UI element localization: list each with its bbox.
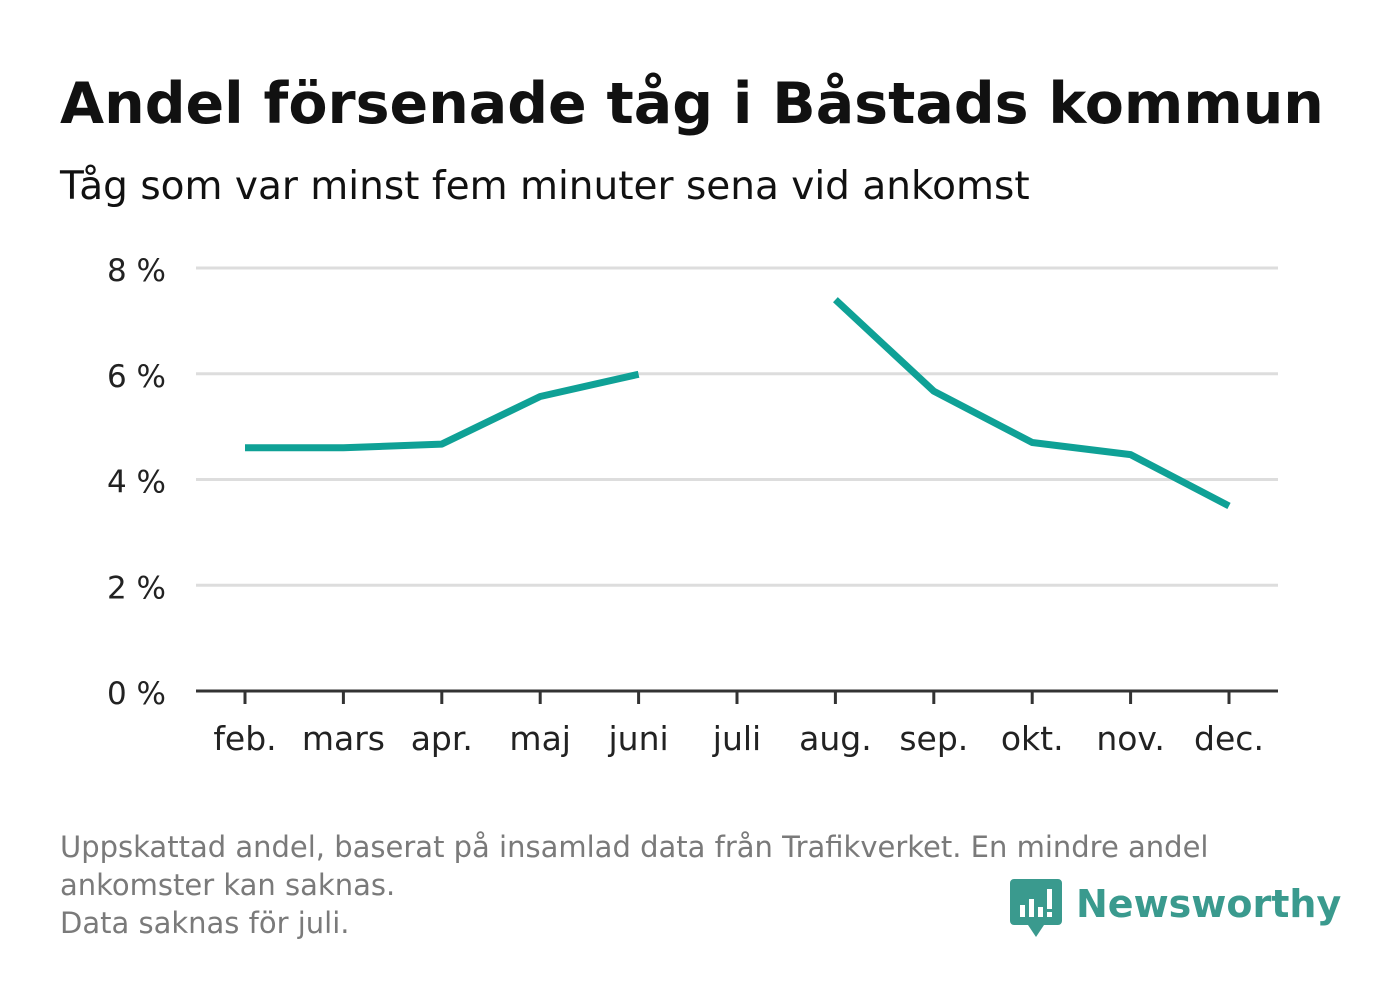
footnote-line-3: Data saknas för juli. (60, 906, 350, 940)
series-line (833, 297, 1231, 510)
y-tick-label: 4 % (107, 465, 166, 501)
newsworthy-chart-bubble-icon (1010, 879, 1062, 937)
y-tick-label: 6 % (107, 359, 166, 395)
logo-text: Newsworthy (1076, 882, 1342, 926)
x-tick-label: feb. (213, 719, 276, 758)
x-tick-label: maj (509, 719, 571, 758)
x-tick-label: okt. (1001, 719, 1064, 758)
chart-subtitle: Tåg som var minst fem minuter sena vid a… (60, 164, 1030, 209)
y-tick-label: 2 % (107, 570, 166, 606)
y-tick-label: 8 % (107, 253, 166, 289)
chart-title: Andel försenade tåg i Båstads kommun (60, 71, 1324, 137)
newsworthy-logo: Newsworthy (1010, 879, 1341, 941)
x-tick-label: mars (302, 719, 385, 758)
x-tick-label: juni (608, 719, 669, 758)
line-chart: 0 % 2 % 4 % 6 % 8 % feb. mars apr. maj juni juli au… (107, 253, 1278, 758)
x-tick-label: aug. (799, 719, 872, 758)
footnote-line-2: ankomster kan saknas. (60, 868, 396, 902)
x-tick-label: sep. (899, 719, 968, 758)
x-tick-label: juli (712, 719, 761, 758)
x-tick-label: dec. (1194, 719, 1264, 758)
footnote-line-1: Uppskattad andel, baserat på insamlad da… (60, 830, 1209, 864)
y-tick-label: 0 % (107, 676, 166, 712)
x-tick-label: apr. (411, 719, 473, 758)
series-line (245, 370, 640, 452)
footnote: Uppskattad andel, baserat på insamlad da… (60, 828, 1310, 942)
x-tick-label: nov. (1096, 719, 1165, 758)
